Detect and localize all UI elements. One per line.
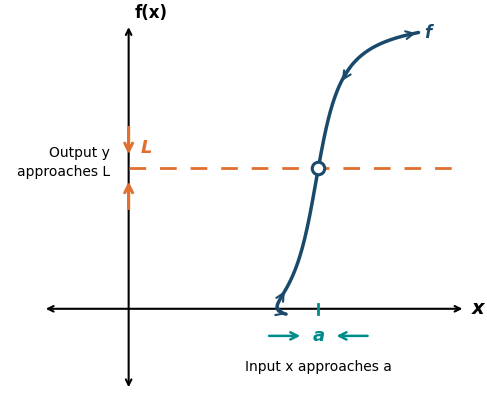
- Text: Input x approaches a: Input x approaches a: [245, 360, 392, 374]
- Text: a: a: [312, 327, 324, 345]
- Text: x: x: [471, 299, 484, 318]
- Text: Output y
approaches L: Output y approaches L: [17, 146, 110, 179]
- Text: L: L: [141, 139, 152, 157]
- Text: f(x): f(x): [135, 4, 168, 21]
- Text: f: f: [425, 23, 432, 41]
